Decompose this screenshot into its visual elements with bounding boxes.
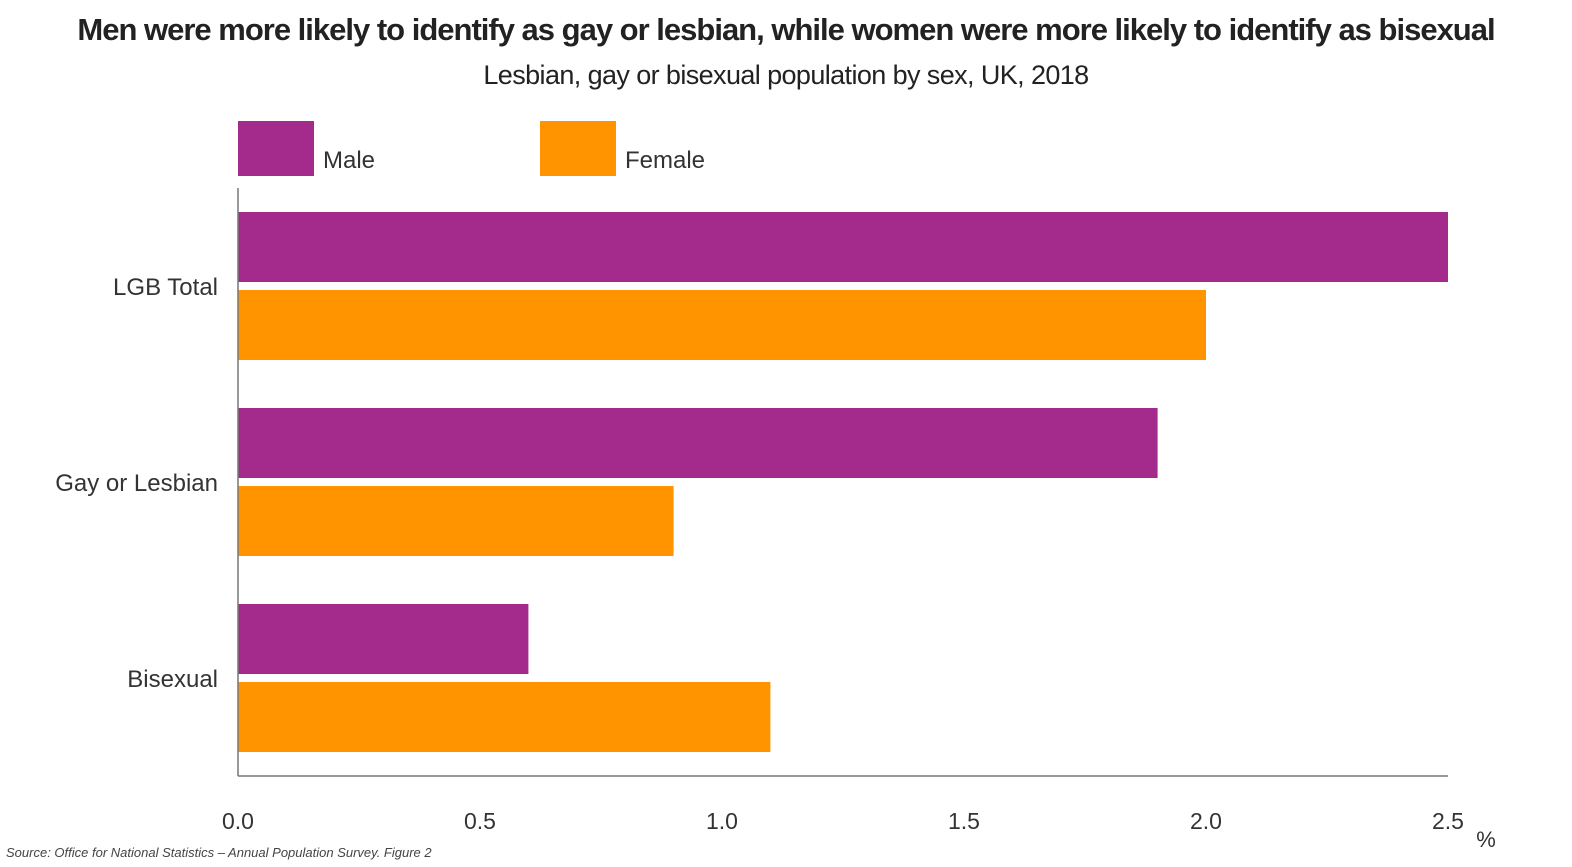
x-tick-labels: 0.0 0.5 1.0 1.5 2.0 2.5% — [222, 808, 1496, 852]
category-labels: LGB Total Gay or Lesbian Bisexual — [55, 274, 218, 693]
category-label: Bisexual — [127, 666, 218, 693]
bar-bisexual-male — [238, 604, 529, 674]
legend-label-male: Male — [323, 147, 375, 174]
x-tick-label: 2.5 — [1432, 808, 1464, 834]
x-tick-label: 1.0 — [706, 808, 738, 834]
legend-swatch-female — [540, 121, 616, 176]
chart-subtitle: Lesbian, gay or bisexual population by s… — [483, 60, 1089, 90]
source-note: Source: Office for National Statistics –… — [6, 845, 432, 860]
x-tick-label: 0.0 — [222, 808, 254, 834]
axes — [237, 188, 1448, 777]
x-tick-label: 1.5 — [948, 808, 980, 834]
legend: Male Female — [238, 121, 705, 176]
chart-title: Men were more likely to identify as gay … — [77, 12, 1495, 47]
bar-bisexual-female — [238, 682, 771, 752]
bars — [238, 212, 1448, 752]
x-tick-label: 0.5 — [464, 808, 496, 834]
category-label: Gay or Lesbian — [55, 470, 218, 497]
legend-swatch-male — [238, 121, 314, 176]
category-label: LGB Total — [113, 274, 218, 301]
bar-gay-or-lesbian-female — [238, 486, 674, 556]
bar-lgb-total-female — [238, 290, 1206, 360]
bar-lgb-total-male — [238, 212, 1448, 282]
x-axis-unit: % — [1476, 827, 1496, 852]
bar-gay-or-lesbian-male — [238, 408, 1158, 478]
legend-label-female: Female — [625, 147, 705, 174]
x-tick-label: 2.0 — [1190, 808, 1222, 834]
